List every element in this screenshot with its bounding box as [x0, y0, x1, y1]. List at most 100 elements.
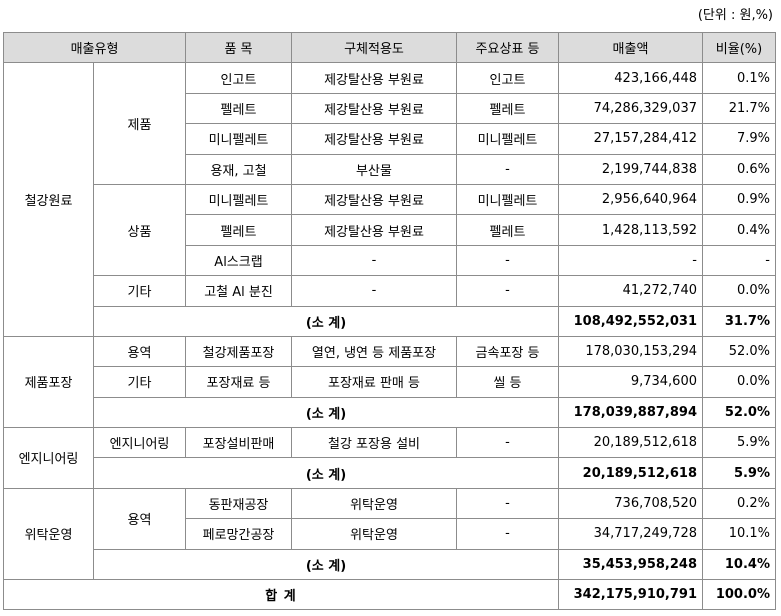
subtotal-label: (소 계) [93, 548, 559, 581]
cell-brand: 미니펠레트 [456, 183, 559, 216]
subtotal-row: (소 계) 108,492,552,031 31.7% [4, 305, 776, 337]
group-label-consign: 위탁운영 [3, 487, 94, 581]
table-row: 철강원료 제품 인고트 제강탈산용 부원료 인고트 423,166,448 0.… [3, 62, 776, 337]
cell-sales: 9,734,600 [558, 366, 703, 398]
total-ratio: 100.0% [702, 579, 776, 611]
subgroup-label-products: 제품 [93, 62, 186, 185]
table-row: 미니펠레트 제강탈산용 부원료 미니펠레트 27,157,284,412 7.9… [4, 123, 776, 155]
subgroup-label-other: 기타 [93, 275, 186, 307]
cell-use: 철강 포장용 설비 [291, 427, 457, 459]
subtotal-label: (소 계) [93, 396, 559, 429]
cell-sales: 2,956,640,964 [558, 183, 703, 216]
cell-use: 제강탈산용 부원료 [291, 62, 457, 94]
cell-item: 포장재료 등 [185, 366, 292, 398]
cell-sales: - [558, 244, 703, 277]
cell-sales: 423,166,448 [558, 62, 703, 94]
cell-item: 펠레트 [185, 92, 292, 125]
header-brand: 주요상표 등 [456, 31, 559, 64]
table-row: 펠레트 제강탈산용 부원료 펠레트 1,428,113,592 0.4% [4, 214, 776, 246]
header-use: 구체적용도 [291, 31, 457, 64]
cell-ratio: 5.9% [702, 427, 776, 459]
cell-brand: 금속포장 등 [456, 335, 559, 368]
cell-ratio: 0.9% [702, 183, 776, 216]
cell-sales: 27,157,284,412 [558, 123, 703, 155]
table-row: 기타 포장재료 등 포장재료 판매 등 씰 등 9,734,600 0.0% [4, 366, 776, 398]
cell-item: 용재, 고철 [185, 153, 292, 185]
table-row: 기타 고철 Al 분진 - - 41,272,740 0.0% [4, 275, 776, 307]
cell-item: 고철 Al 분진 [185, 275, 292, 307]
cell-ratio: 0.0% [702, 366, 776, 398]
subtotal-ratio: 5.9% [702, 457, 776, 489]
cell-ratio: 0.1% [702, 62, 776, 94]
total-sales: 342,175,910,791 [558, 579, 703, 611]
cell-use: - [291, 275, 457, 307]
cell-type: 엔지니어링 [93, 427, 186, 459]
group-label-engineering: 엔지니어링 [3, 427, 94, 489]
subtotal-label: (소 계) [93, 457, 559, 489]
subgroup-label-goods: 상품 [93, 183, 186, 277]
cell-sales: 178,030,153,294 [558, 335, 703, 368]
cell-brand: 인고트 [456, 62, 559, 94]
cell-use: 부산물 [291, 153, 457, 185]
cell-ratio: 0.6% [702, 153, 776, 185]
subtotal-sales: 35,453,958,248 [558, 548, 703, 581]
sales-table: 매출유형 품 목 구체적용도 주요상표 등 매출액 비율(%) 철강원료 제품 … [3, 31, 776, 611]
table-row: 제품포장 용역 철강제품포장 열연, 냉연 등 제품포장 금속포장 등 178,… [3, 335, 776, 429]
group-label-packaging: 제품포장 [3, 335, 94, 429]
subtotal-sales: 108,492,552,031 [558, 305, 703, 337]
subtotal-ratio: 52.0% [702, 396, 776, 429]
subtotal-label: (소 계) [93, 305, 559, 337]
total-label: 합 계 [3, 579, 559, 611]
unit-note: (단위 : 원,%) [697, 8, 773, 23]
cell-use: 제강탈산용 부원료 [291, 92, 457, 125]
cell-type: 기타 [93, 366, 186, 398]
cell-brand: - [456, 487, 559, 520]
cell-item: Al스크랩 [185, 244, 292, 277]
cell-ratio: - [702, 244, 776, 277]
subtotal-row: (소 계) 20,189,512,618 5.9% [4, 457, 776, 489]
table-row: 용재, 고철 부산물 - 2,199,744,838 0.6% [4, 153, 776, 185]
cell-sales: 74,286,329,037 [558, 92, 703, 125]
cell-use: - [291, 244, 457, 277]
cell-item: 펠레트 [185, 214, 292, 246]
cell-item: 동판재공장 [185, 487, 292, 520]
cell-sales: 736,708,520 [558, 487, 703, 520]
subtotal-ratio: 31.7% [702, 305, 776, 337]
subtotal-row: (소 계) 35,453,958,248 10.4% [4, 548, 776, 581]
cell-brand: 펠레트 [456, 92, 559, 125]
subtotal-row: (소 계) 178,039,887,894 52.0% [4, 396, 776, 429]
cell-sales: 2,199,744,838 [558, 153, 703, 185]
cell-sales: 20,189,512,618 [558, 427, 703, 459]
cell-use: 위탁운영 [291, 487, 457, 520]
subtotal-sales: 20,189,512,618 [558, 457, 703, 489]
cell-brand: - [456, 518, 559, 550]
table-row: 위탁운영 용역 동판재공장 위탁운영 - 736,708,520 0.2% [3, 487, 776, 581]
cell-ratio: 52.0% [702, 335, 776, 368]
subgroup-label-service: 용역 [93, 487, 186, 550]
cell-type: 용역 [93, 335, 186, 368]
cell-brand: 씰 등 [456, 366, 559, 398]
cell-brand: 펠레트 [456, 214, 559, 246]
cell-ratio: 0.4% [702, 214, 776, 246]
cell-brand: 미니펠레트 [456, 123, 559, 155]
cell-ratio: 0.0% [702, 275, 776, 307]
cell-brand: - [456, 275, 559, 307]
cell-use: 열연, 냉연 등 제품포장 [291, 335, 457, 368]
cell-sales: 1,428,113,592 [558, 214, 703, 246]
cell-brand: - [456, 153, 559, 185]
cell-brand: - [456, 244, 559, 277]
subtotal-ratio: 10.4% [702, 548, 776, 581]
cell-use: 포장재료 판매 등 [291, 366, 457, 398]
cell-sales: 34,717,249,728 [558, 518, 703, 550]
subtotal-sales: 178,039,887,894 [558, 396, 703, 429]
total-row: 합 계 342,175,910,791 100.0% [3, 579, 776, 611]
cell-sales: 41,272,740 [558, 275, 703, 307]
header-ratio: 비율(%) [702, 31, 776, 64]
cell-use: 위탁운영 [291, 518, 457, 550]
cell-use: 제강탈산용 부원료 [291, 123, 457, 155]
cell-use: 제강탈산용 부원료 [291, 183, 457, 216]
cell-use: 제강탈산용 부원료 [291, 214, 457, 246]
cell-ratio: 10.1% [702, 518, 776, 550]
cell-ratio: 0.2% [702, 487, 776, 520]
header-row: 매출유형 품 목 구체적용도 주요상표 등 매출액 비율(%) [3, 31, 776, 64]
